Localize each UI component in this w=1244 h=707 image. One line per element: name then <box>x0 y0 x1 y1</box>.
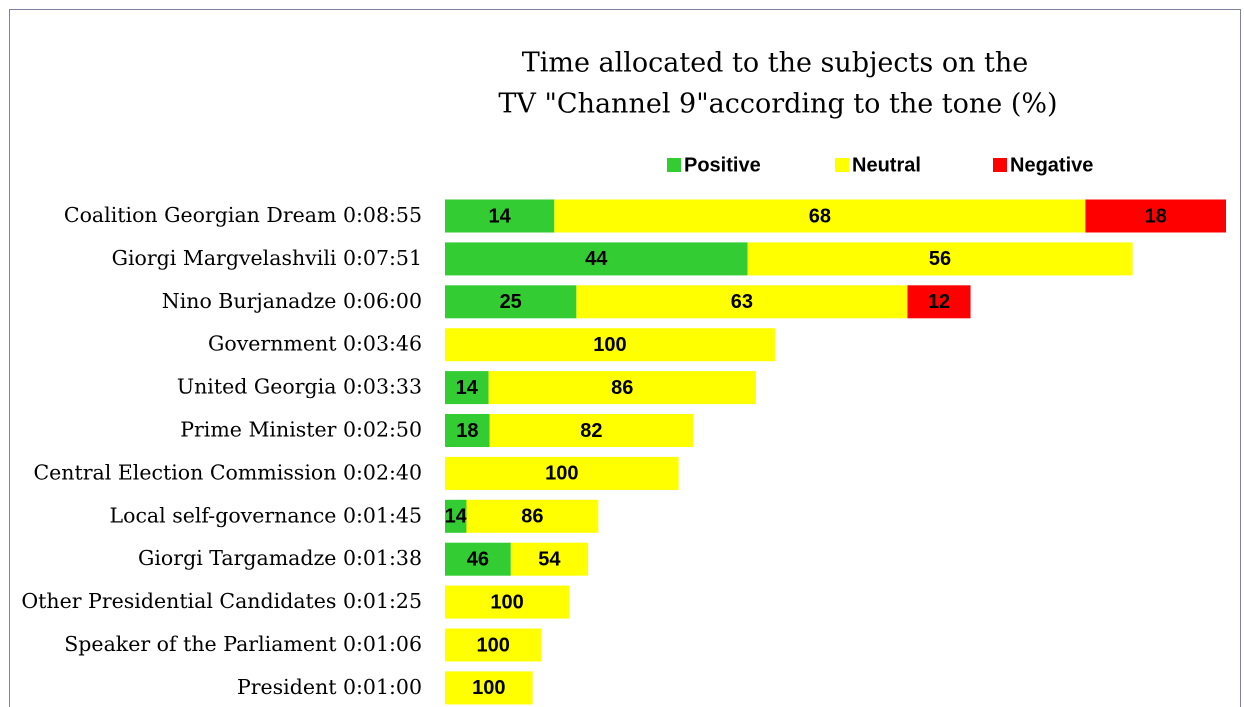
chart-title: Time allocated to the subjects on the <box>522 48 1029 79</box>
bar-segment <box>445 499 467 533</box>
category-time: 0:02:50 <box>343 417 422 441</box>
bar-segment <box>554 199 1086 233</box>
category-time: 0:06:00 <box>343 288 422 312</box>
category-name: Giorgi Margvelashvili <box>112 245 337 269</box>
bar-segment <box>489 414 694 447</box>
value-label: 14 <box>489 205 512 227</box>
value-label: 14 <box>445 506 468 528</box>
value-label: 68 <box>809 205 831 227</box>
category-name: Prime Minister <box>180 417 336 441</box>
value-label: 18 <box>456 420 478 442</box>
value-label: 18 <box>1145 205 1167 227</box>
category-label: Speaker of the Parliament 0:01:06 <box>64 632 422 656</box>
bar-segment <box>445 542 511 576</box>
category-time: 0:01:45 <box>343 503 422 527</box>
category-name: President <box>237 674 337 698</box>
value-label: 12 <box>928 291 950 313</box>
value-label: 100 <box>476 634 509 656</box>
category-name: Local self-governance <box>109 503 336 527</box>
category-time: 0:08:55 <box>343 203 422 227</box>
bar-segment <box>466 499 599 533</box>
legend-label: Neutral <box>852 154 921 176</box>
bar-segment <box>747 242 1133 276</box>
value-label: 44 <box>585 248 608 270</box>
category-time: 0:03:33 <box>343 374 422 398</box>
value-label: 14 <box>456 377 479 399</box>
chart-frame <box>9 9 1241 707</box>
chart-title: TV "Channel 9"according to the tone (%) <box>498 89 1057 120</box>
value-label: 56 <box>929 248 951 270</box>
category-label: Giorgi Margvelashvili 0:07:51 <box>112 245 422 269</box>
category-label: United Georgia 0:03:33 <box>177 374 422 398</box>
legend-label: Positive <box>684 154 761 176</box>
category-name: Government <box>208 331 337 355</box>
category-label: Nino Burjanadze 0:06:00 <box>162 288 422 312</box>
category-time: 0:01:25 <box>343 589 422 613</box>
value-label: 100 <box>490 591 523 613</box>
category-label: Giorgi Targamadze 0:01:38 <box>138 546 422 570</box>
bar-segment <box>445 628 542 662</box>
category-time: 0:02:40 <box>343 460 422 484</box>
bar-segment <box>907 285 971 319</box>
category-name: Nino Burjanadze <box>162 288 337 312</box>
category-label: Local self-governance 0:01:45 <box>109 503 422 527</box>
value-label: 100 <box>545 463 578 485</box>
category-label: Prime Minister 0:02:50 <box>180 417 422 441</box>
category-name: Coalition Georgian Dream <box>64 203 337 227</box>
bar-segment <box>445 285 577 319</box>
category-label: Other Presidential Candidates 0:01:25 <box>21 589 422 613</box>
bar-segment <box>445 414 490 447</box>
value-label: 86 <box>521 506 543 528</box>
category-label: Central Election Commission 0:02:40 <box>33 460 422 484</box>
category-label: Government 0:03:46 <box>208 331 422 355</box>
value-label: 54 <box>538 548 561 570</box>
value-label: 46 <box>467 548 489 570</box>
bar-segment <box>576 285 908 319</box>
bar-segment <box>445 456 679 490</box>
category-label: Coalition Georgian Dream 0:08:55 <box>64 203 422 227</box>
bar-segment <box>510 542 589 576</box>
legend-label: Negative <box>1010 154 1093 176</box>
bar-segment <box>445 671 533 705</box>
category-name: Giorgi Targamadze <box>138 546 336 570</box>
bar-segment <box>445 242 748 276</box>
category-name: United Georgia <box>177 374 337 398</box>
bar-segment <box>445 585 570 619</box>
value-label: 82 <box>580 420 602 442</box>
value-label: 100 <box>593 334 626 356</box>
value-label: 25 <box>500 291 522 313</box>
category-time: 0:07:51 <box>343 245 422 269</box>
category-time: 0:03:46 <box>343 331 422 355</box>
category-name: Other Presidential Candidates <box>21 589 336 613</box>
bar-segment <box>1085 199 1226 233</box>
category-time: 0:01:00 <box>343 674 422 698</box>
category-time: 0:01:06 <box>343 632 422 656</box>
category-time: 0:01:38 <box>343 546 422 570</box>
bar-segment <box>445 199 555 233</box>
value-label: 63 <box>731 291 753 313</box>
category-label: President 0:01:00 <box>237 674 422 698</box>
value-label: 86 <box>611 377 633 399</box>
bar-segment <box>445 371 489 405</box>
legend-swatch <box>667 158 681 172</box>
value-label: 100 <box>472 677 505 699</box>
bar-segment <box>488 371 756 405</box>
category-name: Central Election Commission <box>33 460 336 484</box>
legend-swatch <box>993 158 1007 172</box>
category-name: Speaker of the Parliament <box>64 632 337 656</box>
bar-segment <box>445 328 775 362</box>
legend-swatch <box>835 158 849 172</box>
